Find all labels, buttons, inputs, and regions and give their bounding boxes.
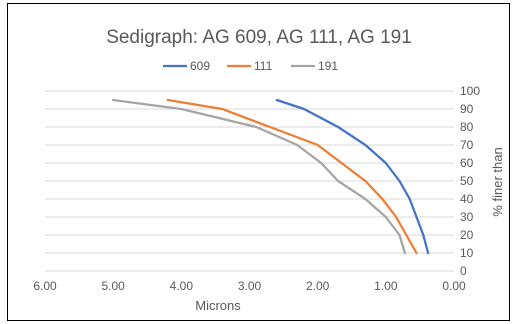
y-tick-label: 30 — [460, 210, 474, 224]
x-tick-label: 5.00 — [101, 279, 125, 293]
series-line-609 — [275, 98, 430, 255]
y-tick-labels: 0 10 20 30 40 50 60 70 80 90 100 — [460, 84, 480, 278]
chart-title: Sedigraph: AG 609, AG 111, AG 191 — [106, 27, 412, 48]
series-group — [112, 98, 430, 255]
x-tick-label: 1.00 — [374, 279, 398, 293]
chart-svg: Sedigraph: AG 609, AG 111, AG 191 609 111… — [33, 27, 505, 313]
y-tick-label: 20 — [460, 228, 474, 242]
legend-label-111: 111 — [254, 59, 273, 73]
x-tick-labels: 6.00 5.00 4.00 3.00 2.00 1.00 0.00 — [33, 279, 466, 293]
x-tick-label: 3.00 — [238, 279, 262, 293]
y-tick-label: 50 — [460, 174, 474, 188]
y-tick-label: 100 — [460, 84, 480, 98]
series-line-191 — [112, 98, 407, 255]
x-tick-label: 6.00 — [33, 279, 57, 293]
y-tick-label: 70 — [460, 138, 474, 152]
legend: 609 111 191 — [163, 59, 338, 73]
y-tick-label: 10 — [460, 246, 474, 260]
x-tick-label: 0.00 — [442, 279, 466, 293]
legend-label-191: 191 — [318, 59, 338, 73]
y-axis-label: % finer than — [490, 147, 505, 216]
x-tick-label: 4.00 — [170, 279, 194, 293]
y-tick-label: 0 — [460, 264, 467, 278]
chart-frame: Sedigraph: AG 609, AG 111, AG 191 609 111… — [7, 3, 510, 321]
y-tick-label: 80 — [460, 120, 474, 134]
y-tick-label: 90 — [460, 102, 474, 116]
x-axis-label: Microns — [195, 298, 241, 313]
y-tick-label: 40 — [460, 192, 474, 206]
grid — [45, 90, 454, 272]
series-line-111 — [166, 98, 418, 255]
x-tick-label: 2.00 — [306, 279, 330, 293]
y-tick-label: 60 — [460, 156, 474, 170]
legend-label-609: 609 — [190, 59, 210, 73]
